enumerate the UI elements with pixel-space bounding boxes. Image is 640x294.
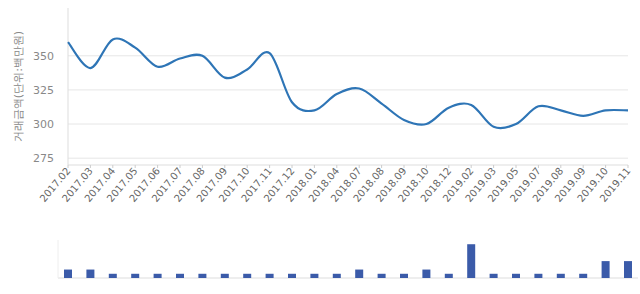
grid-line bbox=[68, 158, 628, 159]
volume-bar bbox=[64, 270, 72, 278]
volume-bar bbox=[198, 274, 206, 278]
x-tick bbox=[90, 165, 91, 168]
y-tick-label: 350 bbox=[33, 50, 54, 63]
y-tick-label: 300 bbox=[33, 118, 54, 131]
bar-frame bbox=[58, 240, 59, 278]
x-tick bbox=[583, 165, 584, 168]
x-tick bbox=[68, 165, 69, 168]
y-tick-label: 275 bbox=[33, 152, 54, 165]
line-group bbox=[68, 38, 628, 128]
volume-bar bbox=[579, 274, 587, 278]
x-tick bbox=[381, 165, 382, 168]
x-tick bbox=[180, 165, 181, 168]
price-line bbox=[68, 38, 628, 128]
volume-bar bbox=[288, 274, 296, 278]
volume-bar bbox=[176, 274, 184, 278]
x-tick bbox=[448, 165, 449, 168]
y-tick-label: 325 bbox=[33, 84, 54, 97]
volume-bar bbox=[131, 274, 139, 278]
volume-bar bbox=[400, 274, 408, 278]
volume-bar bbox=[333, 274, 341, 278]
x-tick bbox=[404, 165, 405, 168]
x-tick bbox=[314, 165, 315, 168]
x-axis bbox=[68, 165, 628, 166]
volume-bar bbox=[109, 274, 117, 278]
x-tick bbox=[292, 165, 293, 168]
x-tick bbox=[560, 165, 561, 168]
x-tick bbox=[426, 165, 427, 168]
volume-bar bbox=[422, 270, 430, 278]
x-tick bbox=[628, 165, 629, 168]
x-tick bbox=[202, 165, 203, 168]
grid-line bbox=[68, 55, 628, 56]
x-tick bbox=[493, 165, 494, 168]
x-tick bbox=[359, 165, 360, 168]
volume-bar bbox=[243, 274, 251, 278]
volume-bar bbox=[310, 274, 318, 278]
x-tick bbox=[224, 165, 225, 168]
volume-bar bbox=[557, 274, 565, 278]
volume-bar bbox=[378, 274, 386, 278]
x-tick bbox=[516, 165, 517, 168]
y-axis-label: 거래금액(단위:백만원) bbox=[12, 31, 25, 142]
bar-group bbox=[64, 244, 632, 278]
volume-bar bbox=[221, 274, 229, 278]
volume-bar bbox=[445, 274, 453, 278]
grid-line bbox=[68, 124, 628, 125]
volume-bar bbox=[490, 274, 498, 278]
volume-bar bbox=[534, 274, 542, 278]
volume-bar bbox=[602, 261, 610, 278]
bar-axis bbox=[58, 278, 638, 279]
x-tick bbox=[269, 165, 270, 168]
chart: 275300325350거래금액(단위:백만원)2017.022017.0320… bbox=[0, 0, 640, 294]
volume-bar bbox=[624, 261, 632, 278]
volume-bar bbox=[512, 274, 520, 278]
x-tick bbox=[247, 165, 248, 168]
chart-root: 275300325350거래금액(단위:백만원)2017.022017.0320… bbox=[0, 0, 640, 294]
volume-bar bbox=[154, 274, 162, 278]
y-axis bbox=[68, 8, 69, 165]
volume-bar bbox=[86, 270, 94, 278]
x-tick bbox=[135, 165, 136, 168]
x-tick bbox=[112, 165, 113, 168]
volume-bar bbox=[355, 270, 363, 278]
x-tick bbox=[336, 165, 337, 168]
volume-bar bbox=[467, 244, 475, 278]
x-tick bbox=[605, 165, 606, 168]
x-tick bbox=[157, 165, 158, 168]
x-tick bbox=[538, 165, 539, 168]
x-tick bbox=[471, 165, 472, 168]
volume-bar bbox=[266, 274, 274, 278]
x-tick-label: 2019.11 bbox=[598, 165, 633, 204]
